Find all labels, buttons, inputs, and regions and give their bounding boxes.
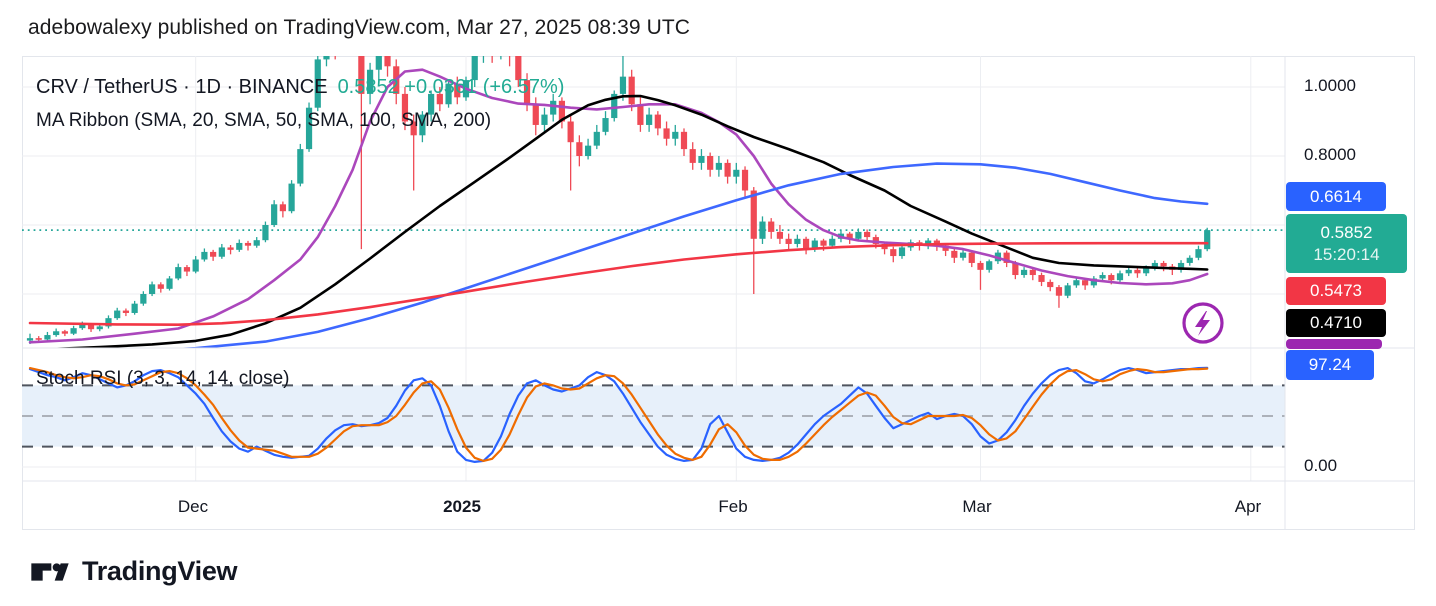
- time-axis-label-dec: Dec: [177, 497, 209, 516]
- symbol-legend-row: CRV / TetherUS · 1D · BINANCE 0.5852 +0.0…: [36, 70, 564, 104]
- ma-ribbon-legend-row: MA Ribbon (SMA, 20, SMA, 50, SMA, 100, S…: [36, 110, 492, 131]
- bar-countdown-timer: 15:20:14: [1313, 244, 1380, 264]
- time-axis-label-feb: Feb: [718, 497, 748, 516]
- sma50-price-badge: 0.4710: [1286, 309, 1386, 337]
- sma100-price-value: 0.6614: [1310, 186, 1362, 206]
- sma50-price-value: 0.4710: [1310, 313, 1362, 332]
- flash-icon: [1182, 302, 1224, 344]
- sma200-price-value: 0.5473: [1310, 281, 1362, 300]
- attribution-text: adebowalexy published on TradingView.com…: [28, 16, 691, 39]
- footer-branding: TradingView: [30, 556, 238, 587]
- price-change-text: 0.5852 +0.0361 (+6.57%): [337, 76, 565, 98]
- sma20-price-badge-clipped: [1286, 339, 1382, 349]
- chart-legend: CRV / TetherUS · 1D · BINANCE 0.5852 +0.0…: [36, 70, 564, 138]
- time-axis-label-mar: Mar: [962, 497, 992, 516]
- stoch-rsi-legend-row: Stoch RSI (3, 3, 14, 14, close): [36, 368, 290, 389]
- tradingview-logo-icon: [31, 562, 69, 581]
- chart-widget: [22, 56, 1415, 530]
- chart-canvas[interactable]: [22, 56, 1415, 530]
- price-axis-label-1.0000: 1.0000: [1304, 76, 1356, 95]
- symbol-title: CRV / TetherUS · 1D · BINANCE: [36, 76, 328, 98]
- current-price-badge: 0.5852 15:20:14: [1286, 214, 1407, 273]
- time-axis-label-apr: Apr: [1234, 497, 1262, 516]
- time-axis-label-2025: 2025: [443, 497, 481, 516]
- stoch-axis-label-zero: 0.00: [1304, 456, 1338, 475]
- sma100-price-badge: 0.6614: [1286, 182, 1386, 211]
- stoch-value: 97.24: [1308, 355, 1352, 374]
- price-axis-label-0.8000: 0.8000: [1304, 145, 1356, 164]
- current-price-value: 0.5852: [1320, 222, 1373, 242]
- stoch-value-badge: 97.24: [1286, 350, 1374, 380]
- sma200-price-badge: 0.5473: [1286, 277, 1386, 305]
- brand-name: TradingView: [82, 556, 238, 586]
